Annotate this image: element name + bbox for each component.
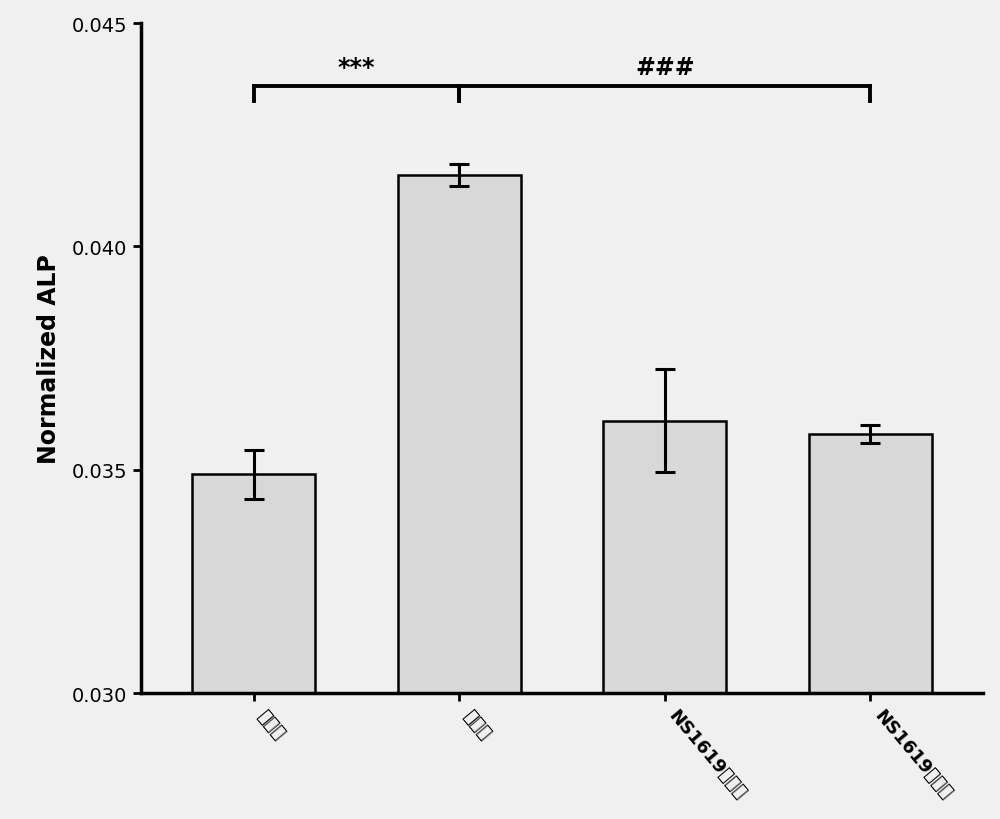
Bar <box>192 475 315 693</box>
Bar <box>398 176 521 693</box>
Bar <box>809 435 932 693</box>
Bar <box>603 421 726 693</box>
Y-axis label: Normalized ALP: Normalized ALP <box>37 254 61 464</box>
Text: ###: ### <box>635 56 695 80</box>
Text: ***: *** <box>338 56 375 80</box>
